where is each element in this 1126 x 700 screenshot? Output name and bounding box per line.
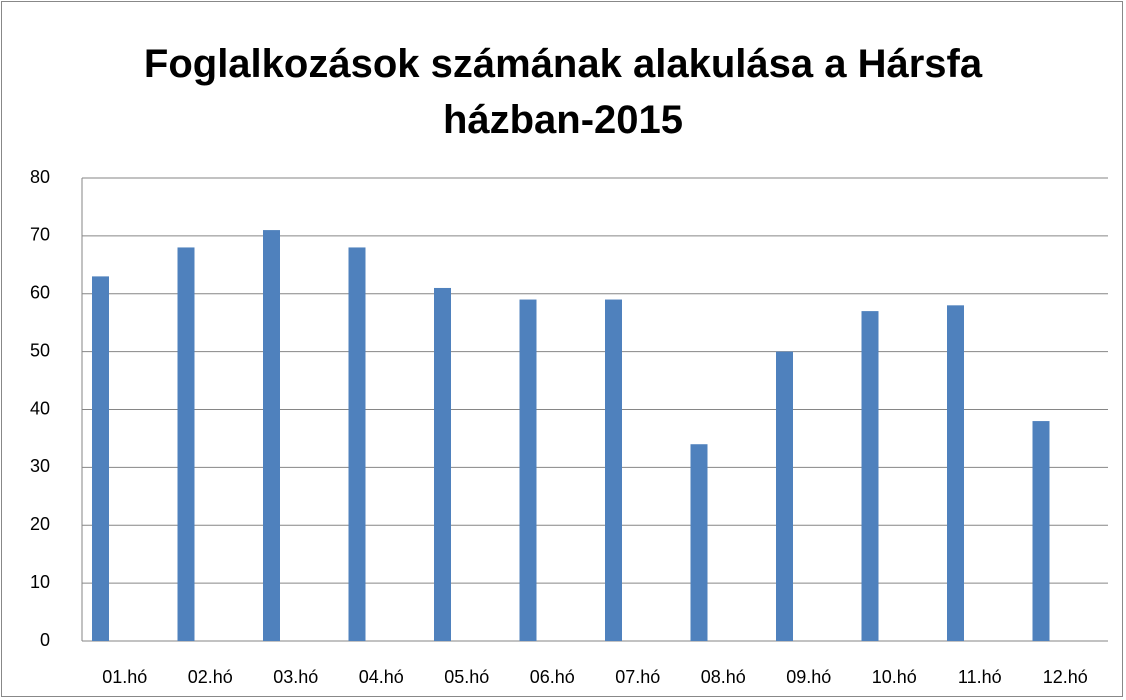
x-tick-label: 01.hó — [102, 667, 147, 687]
x-tick-label: 02.hó — [188, 667, 233, 687]
y-tick-label: 70 — [30, 225, 50, 245]
bar — [947, 305, 964, 641]
bar — [348, 247, 366, 641]
bar — [434, 287, 451, 641]
bar — [605, 299, 622, 641]
x-tick-label: 07.hó — [615, 667, 660, 687]
x-tick-label: 10.hó — [872, 667, 917, 687]
y-tick-label: 20 — [30, 514, 50, 534]
y-tick-label: 0 — [40, 630, 50, 650]
x-tick-label: 08.hó — [701, 667, 746, 687]
y-tick-label: 40 — [30, 398, 50, 418]
y-tick-label: 50 — [30, 340, 50, 360]
x-tick-label: 04.hó — [359, 667, 404, 687]
bar — [177, 247, 195, 641]
y-tick-label: 30 — [30, 456, 50, 476]
bar — [92, 276, 109, 641]
bar — [519, 299, 537, 641]
bar — [776, 351, 793, 641]
x-tick-label: 05.hó — [444, 667, 489, 687]
bar — [263, 230, 280, 641]
y-tick-label: 10 — [30, 572, 50, 592]
chart-title: Foglalkozások számának alakulása a Hársf… — [143, 42, 983, 142]
y-tick-label: 80 — [30, 167, 50, 187]
y-tick-label: 60 — [30, 283, 50, 303]
x-tick-label: 11.hó — [958, 667, 1002, 687]
x-tick-label: 06.hó — [530, 667, 575, 687]
bar — [1032, 421, 1050, 641]
x-tick-label: 03.hó — [273, 667, 318, 687]
bar — [861, 311, 879, 641]
x-tick-label: 12.hó — [1043, 667, 1088, 687]
x-tick-label: 09.hó — [786, 667, 831, 687]
bar — [690, 444, 708, 641]
